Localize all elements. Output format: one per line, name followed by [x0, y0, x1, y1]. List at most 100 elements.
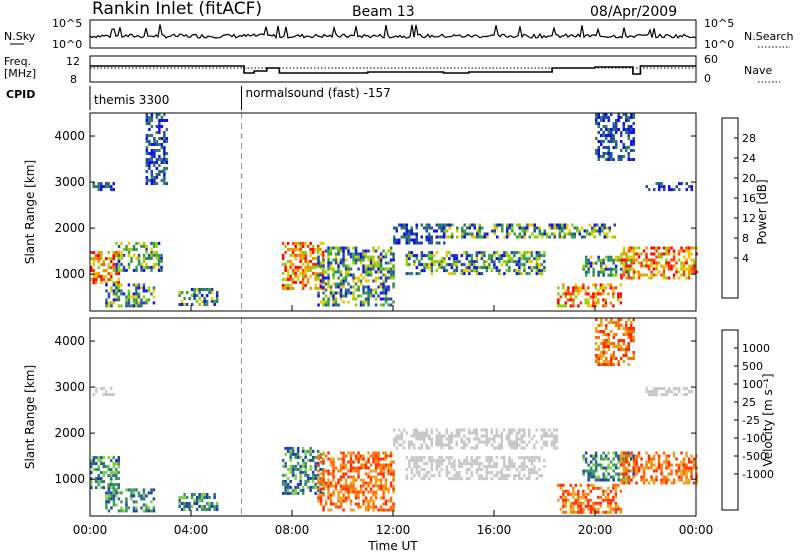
heatmap-cell — [425, 446, 428, 450]
heatmap-cell — [120, 241, 123, 245]
heatmap-cell — [344, 487, 348, 491]
heatmap-cell — [155, 182, 159, 185]
heatmap-cell — [150, 488, 153, 492]
heatmap-cell — [478, 465, 481, 469]
heatmap-cell — [609, 258, 613, 262]
heatmap-cell — [145, 182, 149, 185]
heatmap-cell — [158, 149, 161, 152]
heatmap-cell — [508, 468, 511, 472]
heatmap-cell — [630, 324, 633, 327]
heatmap-cell — [599, 463, 603, 467]
heatmap-cell — [286, 485, 290, 489]
heatmap-cell — [680, 475, 683, 479]
heatmap-cell — [153, 161, 156, 164]
heatmap-cell — [198, 505, 201, 508]
heatmap-cell — [100, 477, 103, 481]
heatmap-cell — [667, 472, 671, 476]
heatmap-cell — [584, 504, 588, 508]
heatmap-cell — [316, 485, 320, 489]
heatmap-cell — [117, 477, 120, 481]
heatmap-cell — [428, 226, 431, 230]
heatmap-cell — [317, 463, 320, 467]
heatmap-cell — [466, 226, 469, 230]
cpid-segment-2: normalsound (fast) -157 — [246, 86, 391, 100]
heatmap-cell — [415, 226, 418, 230]
heatmap-cell — [530, 456, 534, 460]
heatmap-cell — [387, 261, 390, 265]
heatmap-cell — [645, 387, 648, 391]
heatmap-cell — [322, 505, 325, 509]
heatmap-cell — [695, 252, 698, 256]
heatmap-cell — [105, 500, 108, 504]
heatmap-cell — [289, 286, 292, 290]
heatmap-cell — [393, 238, 396, 242]
heatmap-cell — [468, 440, 471, 444]
heatmap-cell — [677, 469, 681, 473]
heatmap-cell — [102, 185, 105, 189]
heatmap-cell — [448, 477, 451, 481]
heatmap-cell — [423, 440, 426, 444]
heatmap-cell — [520, 428, 523, 432]
heatmap-cell — [448, 459, 451, 463]
heatmap-cell — [677, 276, 681, 280]
heatmap-cell — [525, 456, 529, 460]
heatmap-cell — [562, 292, 565, 296]
heatmap-cell — [304, 241, 307, 245]
heatmap-cell — [387, 469, 390, 473]
heatmap-cell — [622, 451, 626, 455]
heatmap-cell — [306, 280, 310, 284]
heatmap-cell — [112, 298, 116, 302]
heatmap-cell — [125, 509, 128, 513]
heatmap-cell — [142, 286, 146, 290]
heatmap-cell — [475, 428, 478, 432]
heatmap-cell — [410, 254, 414, 258]
heatmap-cell — [475, 266, 479, 270]
heatmap-cell — [90, 251, 93, 255]
heatmap-cell — [605, 158, 608, 161]
heatmap-cell — [415, 471, 419, 475]
heatmap-cell — [377, 255, 380, 259]
heatmap-cell — [513, 443, 516, 447]
heatmap-cell — [357, 267, 360, 271]
heatmap-cell — [668, 390, 671, 394]
heatmap-cell — [359, 261, 363, 265]
heatmap-cell — [610, 321, 613, 324]
heatmap-cell — [642, 264, 646, 268]
heatmap-cell — [650, 258, 653, 262]
heatmap-cell — [589, 255, 593, 259]
heatmap-cell — [625, 321, 628, 324]
heatmap-cell — [115, 251, 118, 255]
heatmap-cell — [438, 226, 441, 230]
heatmap-cell — [389, 451, 393, 455]
heatmap-cell — [470, 263, 474, 267]
heatmap-cell — [645, 252, 648, 256]
heatmap-cell — [470, 474, 474, 478]
heatmap-cell — [392, 487, 395, 491]
heatmap-cell — [327, 249, 330, 253]
heatmap-cell — [597, 507, 600, 511]
heatmap-cell — [595, 357, 598, 360]
heatmap-cell — [405, 232, 408, 236]
heatmap-cell — [357, 252, 360, 256]
heatmap-cell — [120, 289, 123, 293]
heatmap-cell — [660, 255, 663, 259]
heatmap-cell — [597, 292, 600, 296]
heatmap-cell — [455, 257, 459, 261]
heatmap-cell — [620, 261, 623, 265]
heatmap-cell — [662, 267, 666, 271]
heatmap-cell — [632, 457, 636, 461]
heatmap-cell — [344, 496, 348, 500]
heatmap-cell — [591, 226, 594, 230]
heatmap-cell — [488, 437, 491, 441]
heatmap-cell — [595, 336, 598, 339]
heatmap-cell — [425, 266, 429, 270]
heatmap-cell — [334, 481, 338, 485]
heatmap-cell — [485, 266, 489, 270]
heatmap-cell — [369, 487, 373, 491]
heatmap-cell — [607, 321, 610, 324]
heatmap-cell — [650, 276, 653, 280]
heatmap-cell — [592, 486, 595, 490]
heatmap-cell — [152, 509, 156, 513]
heatmap-cell — [135, 506, 138, 510]
heatmap-cell — [577, 489, 580, 493]
